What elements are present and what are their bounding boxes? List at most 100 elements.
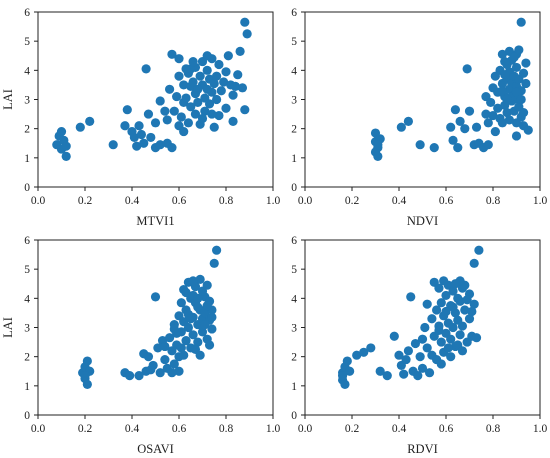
- data-point: [436, 337, 446, 347]
- data-point: [153, 343, 163, 353]
- data-point: [483, 140, 493, 150]
- data-point: [155, 368, 165, 378]
- data-point: [448, 302, 458, 312]
- x-tick-label: 1.0: [266, 423, 281, 435]
- x-tick-label: 0.6: [172, 195, 187, 207]
- y-tick-label: 2: [291, 352, 297, 364]
- data-point: [446, 334, 456, 344]
- data-point: [511, 87, 522, 97]
- data-point: [497, 49, 507, 59]
- data-point: [500, 56, 510, 67]
- data-point: [193, 97, 203, 108]
- data-point: [469, 299, 479, 309]
- y-tick-label: 3: [291, 323, 297, 335]
- data-point: [518, 68, 529, 78]
- data-point: [162, 115, 172, 125]
- data-point: [169, 106, 179, 116]
- data-point: [186, 102, 196, 112]
- y-tick-label: 1: [24, 381, 30, 393]
- data-point: [85, 116, 95, 126]
- data-point: [181, 64, 191, 74]
- data-point: [80, 371, 90, 381]
- data-point: [237, 83, 248, 93]
- data-point: [160, 106, 170, 116]
- x-axis-title: MTVI1: [136, 214, 174, 228]
- y-tick-label: 4: [291, 65, 297, 77]
- data-point: [183, 322, 193, 333]
- data-point: [483, 118, 493, 128]
- data-point: [207, 312, 217, 322]
- x-tick-label: 0.6: [439, 195, 454, 207]
- data-point: [160, 354, 170, 365]
- y-tick-label: 6: [291, 235, 297, 247]
- data-point: [212, 94, 222, 105]
- data-point: [450, 105, 460, 115]
- data-point: [417, 334, 428, 344]
- data-point: [172, 91, 182, 102]
- data-point: [56, 126, 67, 137]
- data-point: [504, 115, 515, 125]
- x-tick-label: 0.4: [392, 423, 407, 435]
- data-point: [340, 379, 350, 389]
- data-point: [424, 368, 435, 378]
- data-point: [202, 301, 212, 311]
- data-point: [403, 116, 413, 126]
- data-point: [176, 298, 186, 308]
- x-tick-label: 0.8: [486, 195, 501, 207]
- y-tick-label: 4: [24, 65, 30, 77]
- data-point: [490, 126, 500, 137]
- scatter-panel-rdvi: 0.0 0.2 0.4 0.6 0.8 1.0 0 1 2 3 4 5 6 RDVI: [291, 235, 547, 456]
- data-point: [167, 49, 177, 59]
- data-point: [460, 305, 470, 315]
- y-tick-label: 1: [24, 153, 30, 165]
- data-point: [143, 109, 154, 119]
- data-point: [146, 132, 156, 143]
- data-point: [160, 341, 170, 352]
- data-point: [399, 369, 409, 379]
- data-point: [228, 116, 238, 126]
- data-point: [455, 330, 465, 340]
- data-point: [460, 124, 470, 134]
- y-tick-label: 0: [24, 182, 30, 194]
- data-point: [181, 93, 191, 103]
- data-point: [422, 343, 432, 353]
- data-point: [200, 308, 210, 318]
- data-point: [197, 113, 208, 124]
- x-tick-label: 0.0: [31, 423, 46, 435]
- data-point: [439, 276, 449, 286]
- data-point: [195, 274, 205, 284]
- y-tick-label: 6: [291, 7, 297, 19]
- data-point: [216, 86, 226, 96]
- data-point: [181, 287, 191, 298]
- data-point: [415, 140, 425, 150]
- plot-frame: [37, 11, 274, 188]
- x-tick-label: 0.2: [78, 195, 93, 207]
- data-point: [188, 77, 198, 87]
- data-point: [359, 347, 369, 357]
- data-point: [150, 118, 161, 128]
- data-point: [209, 258, 219, 268]
- data-point: [202, 65, 212, 75]
- y-tick-label: 2: [24, 124, 30, 136]
- data-point: [122, 105, 132, 115]
- x-tick-label: 0.4: [125, 195, 140, 207]
- y-tick-label: 1: [291, 381, 297, 393]
- data-point: [240, 17, 250, 27]
- data-point: [450, 279, 460, 289]
- data-point: [207, 87, 217, 97]
- data-point: [441, 290, 451, 301]
- scatter-panel-mtvi1: 0.0 0.2 0.4 0.6 0.8 1.0 0 1 2 3 4 5 6 MTVI1 LAI: [1, 7, 280, 228]
- data-point: [457, 346, 468, 356]
- data-point: [394, 350, 404, 360]
- y-tick-label: 0: [291, 182, 297, 194]
- x-axis-title: OSAVI: [137, 442, 174, 456]
- x-tick-label: 0.2: [345, 195, 360, 207]
- data-point: [141, 64, 151, 74]
- data-point: [143, 352, 154, 362]
- x-tick-label: 0.0: [298, 195, 313, 207]
- data-point: [240, 105, 250, 115]
- data-point: [148, 360, 158, 371]
- data-point: [448, 286, 458, 296]
- data-point: [518, 108, 529, 118]
